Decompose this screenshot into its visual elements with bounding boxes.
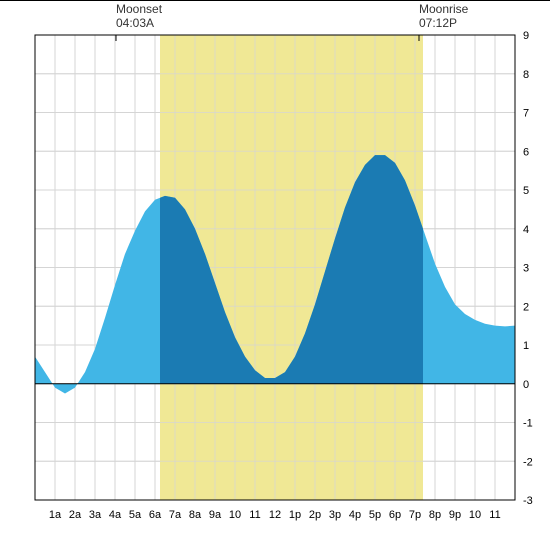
moonset-time: 04:03A bbox=[116, 16, 162, 30]
moonrise-annotation: Moonrise 07:12P bbox=[419, 2, 468, 31]
svg-text:7p: 7p bbox=[409, 509, 421, 521]
tide-chart: 1a2a3a4a5a6a7a8a9a1011121p2p3p4p5p6p7p8p… bbox=[0, 0, 550, 550]
svg-text:2: 2 bbox=[523, 301, 529, 313]
moonrise-title: Moonrise bbox=[419, 2, 468, 16]
svg-text:5p: 5p bbox=[369, 509, 381, 521]
svg-text:4: 4 bbox=[523, 224, 529, 236]
svg-text:11: 11 bbox=[489, 509, 500, 521]
svg-text:9a: 9a bbox=[209, 509, 222, 521]
svg-text:6a: 6a bbox=[149, 509, 162, 521]
svg-text:-3: -3 bbox=[523, 495, 533, 507]
svg-text:10: 10 bbox=[229, 509, 241, 521]
svg-text:11: 11 bbox=[249, 509, 260, 521]
chart-svg: 1a2a3a4a5a6a7a8a9a1011121p2p3p4p5p6p7p8p… bbox=[0, 0, 550, 550]
moonrise-time: 07:12P bbox=[419, 16, 468, 30]
svg-text:9p: 9p bbox=[449, 509, 461, 521]
svg-text:10: 10 bbox=[469, 509, 481, 521]
svg-text:3p: 3p bbox=[329, 509, 341, 521]
svg-text:7a: 7a bbox=[169, 509, 182, 521]
svg-text:3: 3 bbox=[523, 263, 529, 275]
svg-text:1p: 1p bbox=[289, 509, 301, 521]
svg-text:-1: -1 bbox=[523, 418, 533, 430]
svg-text:5: 5 bbox=[523, 185, 529, 197]
svg-text:9: 9 bbox=[523, 30, 529, 42]
svg-text:2a: 2a bbox=[69, 509, 82, 521]
svg-text:1: 1 bbox=[523, 340, 529, 352]
svg-text:0: 0 bbox=[523, 379, 529, 391]
svg-text:1a: 1a bbox=[49, 509, 62, 521]
moonset-annotation: Moonset 04:03A bbox=[116, 2, 162, 31]
svg-text:8p: 8p bbox=[429, 509, 441, 521]
svg-text:3a: 3a bbox=[89, 509, 102, 521]
svg-text:4a: 4a bbox=[109, 509, 122, 521]
svg-text:6p: 6p bbox=[389, 509, 401, 521]
svg-text:8a: 8a bbox=[189, 509, 202, 521]
svg-text:6: 6 bbox=[523, 146, 529, 158]
moonset-title: Moonset bbox=[116, 2, 162, 16]
svg-text:4p: 4p bbox=[349, 509, 361, 521]
svg-text:-2: -2 bbox=[523, 456, 533, 468]
svg-text:12: 12 bbox=[269, 509, 281, 521]
svg-text:7: 7 bbox=[523, 108, 529, 120]
svg-text:2p: 2p bbox=[309, 509, 321, 521]
svg-text:8: 8 bbox=[523, 69, 529, 81]
svg-text:5a: 5a bbox=[129, 509, 142, 521]
